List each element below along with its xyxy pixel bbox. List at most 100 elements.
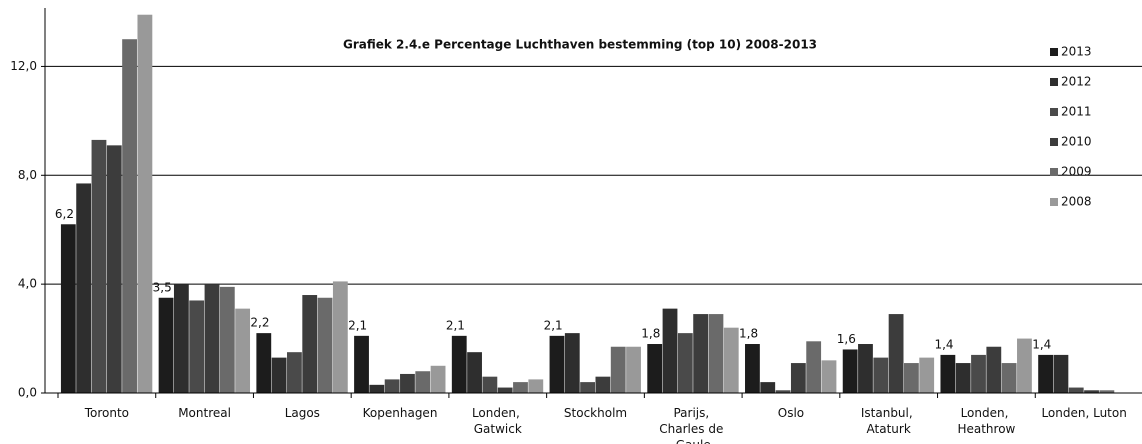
legend-label: 2009 — [1061, 165, 1092, 179]
data-label: 1,6 — [837, 332, 856, 346]
bar — [189, 300, 205, 393]
data-label: 2,1 — [348, 318, 367, 332]
bar — [580, 382, 595, 393]
bar — [158, 297, 174, 393]
bar — [497, 387, 513, 393]
bar — [940, 354, 956, 393]
legend-label: 2013 — [1061, 45, 1092, 59]
bar — [302, 295, 318, 393]
bar — [1038, 354, 1054, 393]
bar — [513, 382, 528, 393]
bar — [528, 379, 544, 393]
bar — [775, 390, 791, 393]
bar — [549, 335, 565, 393]
legend-label: 2011 — [1061, 105, 1092, 119]
x-tick-label: Toronto — [84, 406, 129, 420]
bar — [354, 335, 369, 393]
legend-swatch — [1050, 48, 1058, 56]
bar — [564, 333, 580, 393]
bar — [790, 363, 806, 393]
bar — [60, 224, 76, 393]
bar — [76, 183, 92, 393]
x-tick-label: Londen, Heathrow — [957, 406, 1015, 436]
bar — [369, 384, 385, 393]
bar — [595, 376, 611, 393]
data-label: 2,2 — [250, 316, 269, 330]
legend-swatch — [1050, 168, 1058, 176]
bar — [919, 357, 935, 393]
data-label: 2,1 — [446, 318, 465, 332]
x-tick-label: Kopenhagen — [363, 406, 438, 420]
bar — [482, 376, 498, 393]
y-tick-label: 0,0 — [18, 386, 37, 400]
bar — [467, 352, 482, 393]
legend-swatch — [1050, 198, 1058, 206]
bar — [842, 349, 858, 393]
x-tick-label: Montreal — [178, 406, 231, 420]
data-label: 2,1 — [544, 318, 563, 332]
bar — [91, 139, 107, 393]
x-tick-label: Oslo — [778, 406, 804, 420]
bar — [235, 308, 251, 393]
bar — [745, 344, 760, 393]
bar — [271, 357, 287, 393]
bar — [204, 284, 220, 393]
bar — [430, 365, 446, 393]
x-tick-label: Istanbul, Ataturk — [861, 406, 917, 436]
legend-label: 2012 — [1061, 75, 1092, 89]
bar — [415, 371, 431, 393]
bar — [317, 297, 333, 393]
y-tick-label: 12,0 — [10, 59, 37, 73]
bar — [384, 379, 400, 393]
x-tick-label: Parijs, Charles de Gaule — [659, 406, 727, 444]
bar — [610, 346, 626, 393]
legend-label: 2008 — [1061, 195, 1092, 209]
legend-swatch — [1050, 138, 1058, 146]
bar — [1053, 354, 1069, 393]
bar — [955, 363, 971, 393]
data-label: 1,8 — [641, 327, 660, 341]
bar — [122, 39, 137, 393]
bar — [723, 327, 739, 393]
x-tick-label: Londen, Luton — [1041, 406, 1126, 420]
bar — [1068, 387, 1084, 393]
bar — [858, 344, 873, 393]
bar — [173, 284, 189, 393]
bar — [806, 341, 822, 393]
bar — [662, 308, 678, 393]
bar — [1084, 390, 1099, 393]
x-tick-label: Stockholm — [564, 406, 627, 420]
y-tick-label: 4,0 — [18, 277, 37, 291]
bar — [400, 373, 415, 393]
x-tick-label: Lagos — [285, 406, 320, 420]
legend-label: 2010 — [1061, 135, 1092, 149]
bar — [677, 333, 693, 393]
bar — [287, 352, 302, 393]
legend-swatch — [1050, 108, 1058, 116]
bar — [332, 281, 348, 393]
bar — [106, 145, 122, 393]
y-tick-label: 8,0 — [18, 168, 37, 182]
bar — [760, 382, 776, 393]
bar — [693, 314, 709, 393]
bar — [986, 346, 1002, 393]
bar — [1099, 390, 1115, 393]
bar — [219, 286, 235, 393]
bar — [451, 335, 467, 393]
bar — [626, 346, 641, 393]
bar — [1017, 338, 1032, 393]
legend-swatch — [1050, 78, 1058, 86]
bar — [1001, 363, 1017, 393]
bar — [873, 357, 889, 393]
x-tick-label: Londen, Gatwick — [472, 406, 524, 436]
bar — [888, 314, 904, 393]
data-label: 1,4 — [934, 337, 953, 351]
chart-title: Grafiek 2.4.e Percentage Luchthaven best… — [343, 38, 817, 52]
data-label: 1,4 — [1032, 337, 1051, 351]
bar — [256, 333, 272, 393]
bar — [137, 14, 153, 393]
data-label: 1,8 — [739, 327, 758, 341]
bar — [903, 363, 919, 393]
data-label: 6,2 — [55, 207, 74, 221]
